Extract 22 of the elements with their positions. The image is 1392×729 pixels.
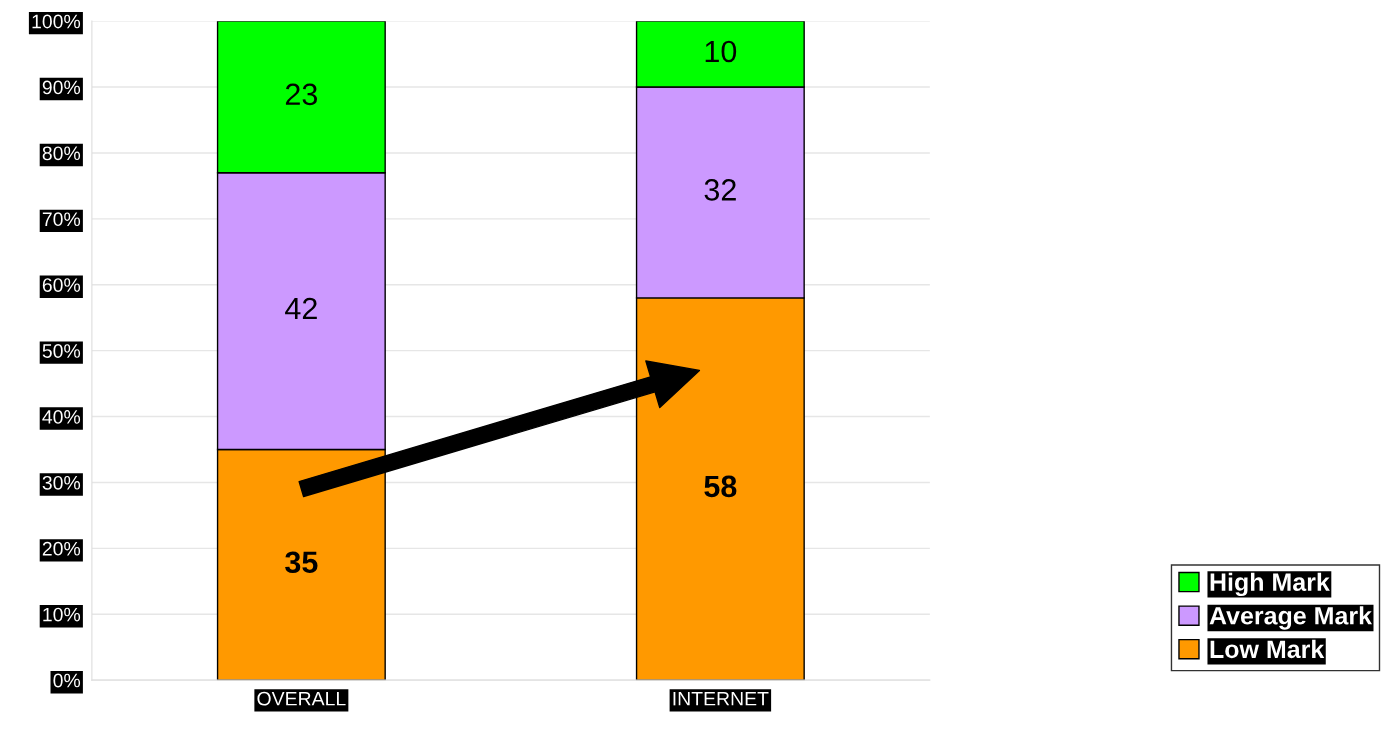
y-tick-label: 50% xyxy=(42,344,81,358)
data-label: 23 xyxy=(285,83,318,106)
y-tick-label: 100% xyxy=(32,14,81,29)
y-tick-label: 20% xyxy=(42,541,81,556)
x-tick-label: OVERALL xyxy=(257,691,346,706)
x-tick-label: INTERNET xyxy=(673,691,769,706)
data-label: 58 xyxy=(704,475,737,498)
y-tick-label: 0% xyxy=(53,673,81,688)
legend-label: Low Mark xyxy=(1210,639,1325,659)
data-label: 35 xyxy=(285,551,318,574)
legend-label: Average Mark xyxy=(1209,606,1373,630)
y-tick-label: 30% xyxy=(42,475,81,490)
y-tick-label: 60% xyxy=(42,278,81,292)
y-tick-label: 70% xyxy=(42,212,81,227)
data-label: 42 xyxy=(285,297,317,320)
y-tick-label: 40% xyxy=(42,410,81,424)
data-label: 32 xyxy=(704,179,736,201)
y-tick-label: 10% xyxy=(43,607,81,622)
data-label: 10 xyxy=(705,40,737,63)
y-tick-label: 80% xyxy=(42,146,81,161)
y-tick-label: 90% xyxy=(42,80,81,95)
legend-label: High Mark xyxy=(1210,572,1330,597)
